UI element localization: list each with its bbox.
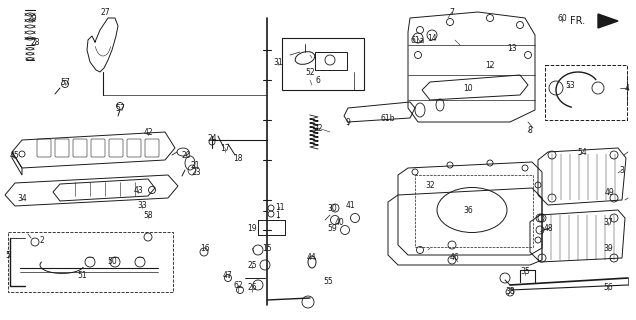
Text: 4: 4 xyxy=(625,84,630,92)
Text: 20: 20 xyxy=(181,150,191,159)
Text: 3: 3 xyxy=(619,165,625,174)
Bar xyxy=(415,175,533,247)
Text: 59: 59 xyxy=(327,223,337,233)
Text: 30: 30 xyxy=(327,204,337,212)
Text: 13: 13 xyxy=(507,44,517,52)
Text: 38: 38 xyxy=(505,287,515,297)
Text: 61b: 61b xyxy=(381,114,395,123)
Text: 29: 29 xyxy=(27,13,37,22)
Text: 61a: 61a xyxy=(411,36,425,44)
Text: 14: 14 xyxy=(427,34,437,43)
Text: 27: 27 xyxy=(100,7,110,17)
Text: 58: 58 xyxy=(143,211,153,220)
Text: 8: 8 xyxy=(528,125,532,134)
Text: 36: 36 xyxy=(463,205,473,214)
Text: 37: 37 xyxy=(603,218,613,227)
Bar xyxy=(282,38,364,90)
Text: 31: 31 xyxy=(273,58,283,67)
Text: 12: 12 xyxy=(485,60,495,69)
Text: 42: 42 xyxy=(143,127,153,137)
Text: 45: 45 xyxy=(9,150,19,159)
Text: 18: 18 xyxy=(233,154,243,163)
Text: 60: 60 xyxy=(557,13,567,22)
Text: 52: 52 xyxy=(305,68,315,76)
Text: 57: 57 xyxy=(115,103,125,113)
Text: 35: 35 xyxy=(520,268,530,276)
Text: 48: 48 xyxy=(543,223,553,233)
Bar xyxy=(8,232,173,292)
Text: 19: 19 xyxy=(247,223,257,233)
Text: 2: 2 xyxy=(39,236,45,244)
Bar xyxy=(315,52,347,70)
Text: 51: 51 xyxy=(77,270,86,279)
Text: 57: 57 xyxy=(60,77,70,86)
Text: 41: 41 xyxy=(345,201,355,210)
Text: 55: 55 xyxy=(323,277,333,286)
Text: 23: 23 xyxy=(191,167,201,177)
Text: 50: 50 xyxy=(107,258,117,267)
Text: 46: 46 xyxy=(450,253,460,262)
Text: 47: 47 xyxy=(223,270,233,279)
Text: 33: 33 xyxy=(137,201,147,210)
Text: 25: 25 xyxy=(247,260,257,269)
Text: 17: 17 xyxy=(220,143,230,153)
Text: 15: 15 xyxy=(262,244,272,252)
Text: 10: 10 xyxy=(463,84,473,92)
Text: 39: 39 xyxy=(603,244,613,252)
Text: 54: 54 xyxy=(577,148,587,156)
Text: 21: 21 xyxy=(190,161,200,170)
Text: 49: 49 xyxy=(605,188,615,196)
Text: 6: 6 xyxy=(315,76,321,84)
Text: 24: 24 xyxy=(207,133,217,142)
Text: 62: 62 xyxy=(233,281,243,290)
Text: 5: 5 xyxy=(6,251,10,260)
Text: 56: 56 xyxy=(603,284,613,292)
Text: 32: 32 xyxy=(425,180,435,189)
Bar xyxy=(545,65,627,120)
Text: 11: 11 xyxy=(275,203,285,212)
Text: 26: 26 xyxy=(247,284,257,292)
Text: 43: 43 xyxy=(133,186,143,195)
Text: 28: 28 xyxy=(31,37,40,46)
Text: 7: 7 xyxy=(450,7,455,17)
Text: 34: 34 xyxy=(17,194,27,203)
Text: FR.: FR. xyxy=(570,16,585,26)
Text: 44: 44 xyxy=(307,253,317,262)
Text: 16: 16 xyxy=(200,244,210,252)
Text: 53: 53 xyxy=(565,81,575,90)
Text: 40: 40 xyxy=(335,218,345,227)
Text: 1: 1 xyxy=(275,211,280,220)
Text: 9: 9 xyxy=(345,117,350,126)
Text: 22: 22 xyxy=(314,124,322,132)
Polygon shape xyxy=(598,14,618,28)
